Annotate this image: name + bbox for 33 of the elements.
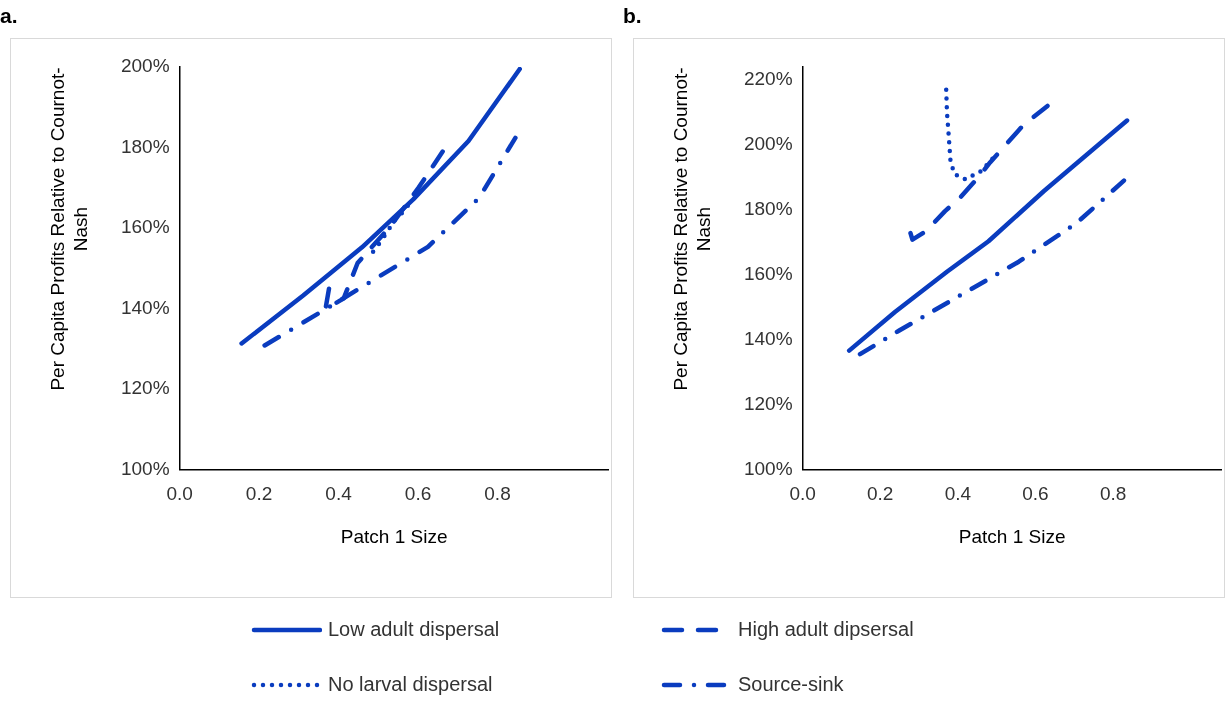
- x-tick-label: 0.8: [484, 483, 511, 505]
- legend-label: Source-sink: [738, 673, 844, 696]
- x-tick-label: 0.4: [325, 483, 353, 505]
- legend-label: Low adult dispersal: [328, 618, 500, 641]
- y-tick-label: 100%: [743, 457, 793, 479]
- legend-label: No larval dispersal: [328, 673, 493, 696]
- y-tick-label: 140%: [120, 296, 170, 318]
- y-tick-label: 160%: [743, 262, 793, 284]
- legend-label: High adult dipsersal: [738, 618, 914, 641]
- text: a.: [0, 4, 18, 28]
- y-tick-label: 200%: [743, 133, 793, 155]
- y-tick-label: 100%: [120, 457, 170, 479]
- y-tick-label: 140%: [743, 327, 793, 349]
- y-axis-title: Per Capita Profits Relative to Cournot-Nash: [669, 66, 715, 393]
- x-tick-label: 0.6: [1022, 483, 1049, 505]
- x-tick-label: 0.8: [1099, 483, 1127, 505]
- x-tick-label: 0.6: [404, 483, 432, 505]
- x-tick-label: 0.2: [245, 483, 273, 505]
- y-tick-label: 200%: [120, 55, 170, 77]
- x-axis-title: Patch 1 Size: [340, 525, 448, 547]
- x-tick-label: 0.2: [867, 483, 894, 505]
- x-axis-title: Patch 1 Size: [958, 525, 1066, 547]
- y-tick-label: 180%: [743, 198, 793, 220]
- y-tick-label: 220%: [743, 68, 793, 90]
- y-tick-label: 120%: [120, 377, 170, 399]
- x-tick-label: 0.0: [166, 483, 193, 505]
- text: b.: [623, 4, 642, 28]
- y-axis-title: Per Capita Profits Relative to Cournot-Nash: [46, 66, 92, 393]
- y-tick-label: 180%: [120, 135, 170, 157]
- y-tick-label: 120%: [743, 392, 793, 414]
- x-tick-label: 0.4: [944, 483, 972, 505]
- y-tick-label: 160%: [120, 216, 170, 238]
- x-tick-label: 0.0: [789, 483, 816, 505]
